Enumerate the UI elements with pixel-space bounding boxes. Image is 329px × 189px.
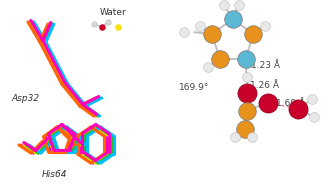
Point — [105, 20, 110, 23]
Point — [242, 127, 247, 130]
Point — [197, 25, 203, 28]
Text: 1.26 Å: 1.26 Å — [249, 81, 279, 90]
Point — [243, 57, 248, 60]
Point — [182, 31, 187, 34]
Point — [310, 98, 315, 101]
Point — [209, 33, 215, 36]
Text: Water: Water — [100, 8, 126, 17]
Point — [91, 22, 96, 26]
Text: His64: His64 — [42, 170, 67, 179]
Text: Asp32: Asp32 — [12, 94, 40, 103]
Point — [244, 75, 249, 78]
Point — [295, 108, 301, 111]
Text: 1.69 Å: 1.69 Å — [276, 99, 305, 108]
Point — [312, 115, 317, 119]
Point — [115, 26, 120, 29]
Point — [250, 135, 255, 138]
Point — [251, 33, 256, 36]
Point — [205, 65, 211, 68]
Text: 1.23 Å: 1.23 Å — [251, 61, 281, 70]
Point — [232, 135, 237, 138]
Point — [221, 3, 226, 6]
Point — [244, 109, 249, 112]
Point — [244, 91, 249, 94]
Point — [266, 101, 271, 104]
Point — [217, 57, 222, 60]
Text: 169.9°: 169.9° — [179, 83, 210, 91]
Point — [236, 3, 241, 6]
Point — [99, 26, 104, 29]
Point — [230, 18, 235, 21]
Point — [263, 25, 268, 28]
